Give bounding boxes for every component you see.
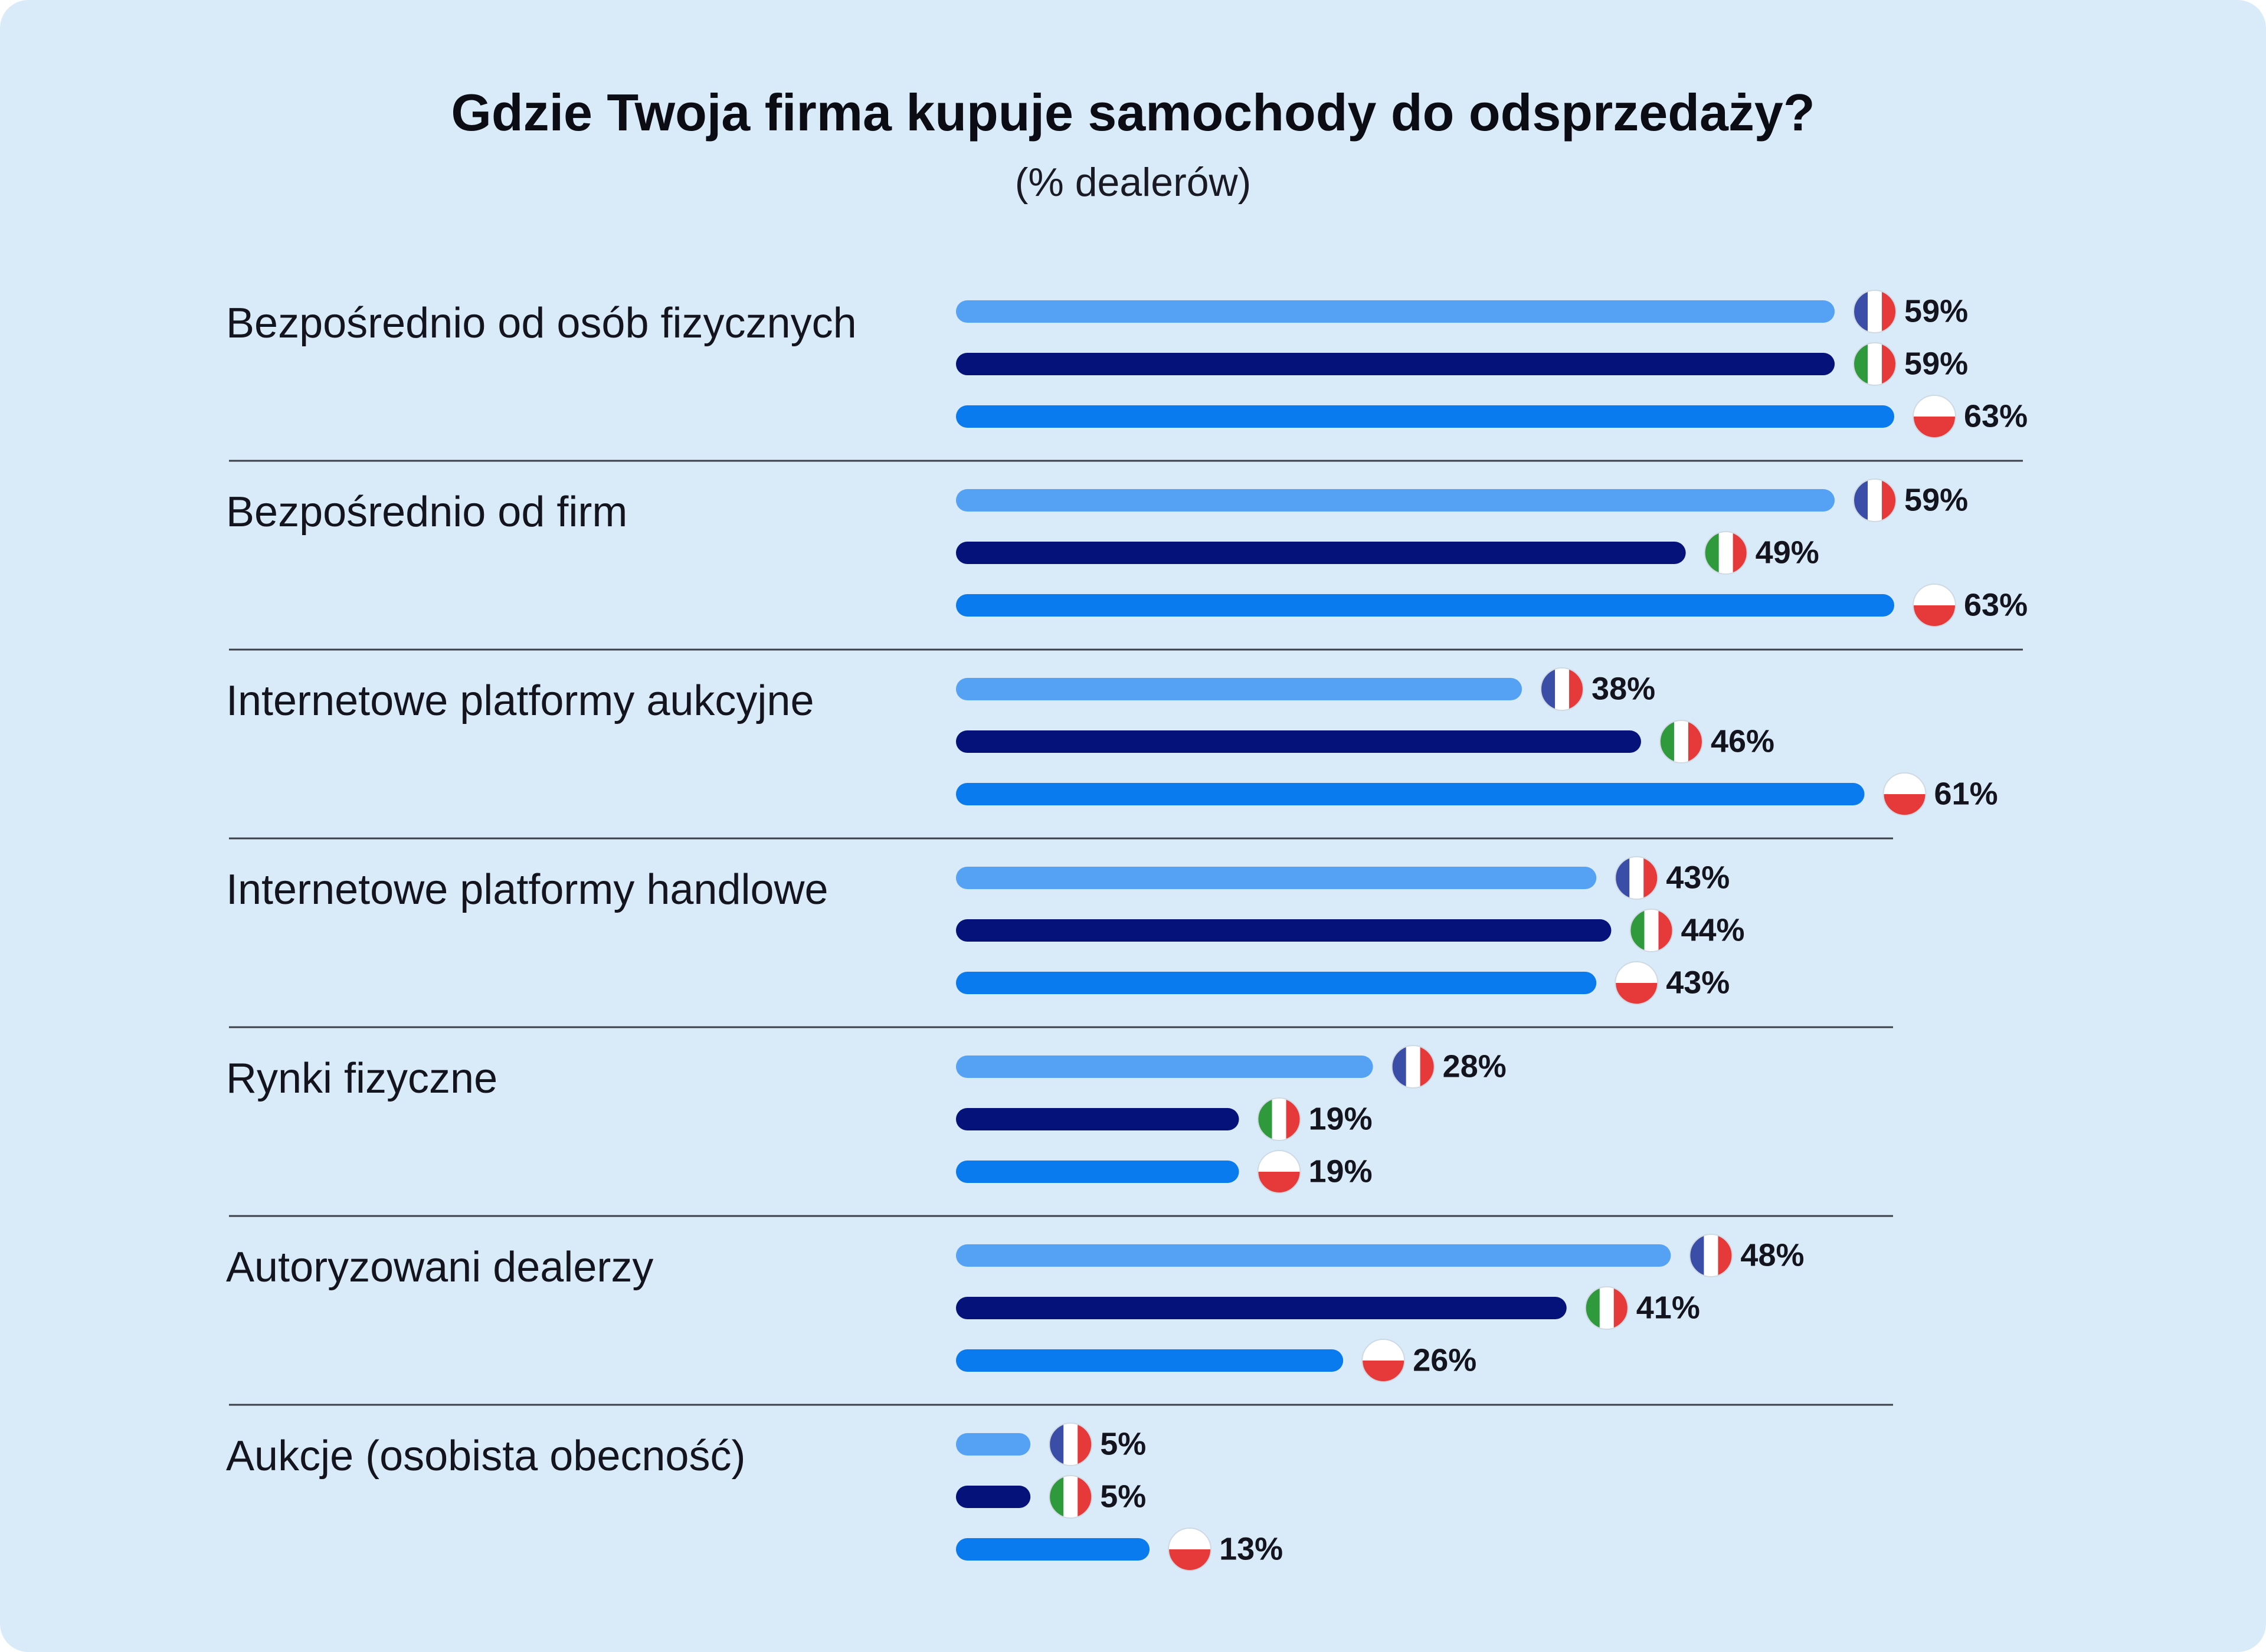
bar-france-autoryzowani-dealerzy — [956, 1244, 1671, 1267]
value-label: 19% — [1309, 1101, 1373, 1136]
france-flag-icon — [1049, 1422, 1093, 1466]
value-label: 49% — [1756, 535, 1819, 570]
value-label: 59% — [1904, 293, 1968, 329]
category-label: Bezpośrednio od firm — [226, 489, 627, 536]
bar-poland-bezposrednio-od-firm — [956, 594, 1894, 617]
value-label: 38% — [1592, 671, 1655, 706]
bar-france-aukcje-osobista-obecnosc — [956, 1433, 1031, 1456]
italy-flag-icon — [1049, 1475, 1093, 1519]
bar-italy-bezposrednio-od-osob-fizycznych — [956, 353, 1835, 375]
france-flag-icon — [1615, 856, 1659, 900]
italy-flag-icon — [1257, 1097, 1301, 1141]
bar-poland-autoryzowani-dealerzy — [956, 1349, 1344, 1372]
bar-poland-internetowe-platformy-handlowe — [956, 972, 1597, 994]
value-label: 28% — [1443, 1048, 1507, 1084]
value-label: 13% — [1219, 1531, 1283, 1566]
value-label: 26% — [1413, 1342, 1476, 1378]
value-label: 41% — [1636, 1290, 1700, 1325]
france-flag-icon — [1391, 1045, 1435, 1089]
italy-flag-icon — [1584, 1286, 1629, 1330]
category-group-rynki-fizyczne: Rynki fizyczne 28% 19% 19% — [226, 1045, 1507, 1194]
value-label: 43% — [1666, 860, 1730, 895]
poland-flag-icon — [1913, 395, 1956, 438]
poland-flag-icon — [1913, 584, 1956, 627]
bar-italy-bezposrednio-od-firm — [956, 542, 1686, 564]
chart-title: Gdzie Twoja firma kupuje samochody do od… — [451, 83, 1815, 142]
bar-france-internetowe-platformy-aukcyjne — [956, 678, 1522, 700]
bar-poland-rynki-fizyczne — [956, 1161, 1239, 1183]
bar-france-bezposrednio-od-osob-fizycznych — [956, 300, 1835, 323]
category-label: Rynki fizyczne — [226, 1055, 497, 1102]
italy-flag-icon — [1853, 342, 1897, 386]
italy-flag-icon — [1659, 720, 1703, 763]
bar-italy-internetowe-platformy-handlowe — [956, 919, 1612, 942]
value-label: 46% — [1711, 723, 1774, 759]
category-group-aukcje-osobista-obecnosc: Aukcje (osobista obecność) 5% 5% 13% — [226, 1422, 1283, 1571]
category-label: Autoryzowani dealerzy — [226, 1244, 653, 1291]
poland-flag-icon — [1361, 1339, 1406, 1382]
value-label: 44% — [1681, 912, 1744, 948]
category-group-internetowe-platformy-handlowe: Internetowe platformy handlowe 43% 44% 43% — [226, 856, 1745, 1005]
value-label: 19% — [1309, 1153, 1373, 1189]
poland-flag-icon — [1168, 1528, 1212, 1571]
bar-poland-internetowe-platformy-aukcyjne — [956, 783, 1865, 805]
france-flag-icon — [1689, 1234, 1733, 1277]
bar-poland-bezposrednio-od-osob-fizycznych — [956, 405, 1894, 428]
bar-italy-autoryzowani-dealerzy — [956, 1297, 1567, 1319]
category-group-autoryzowani-dealerzy: Autoryzowani dealerzy 48% 41% 26% — [226, 1234, 1805, 1382]
italy-flag-icon — [1704, 531, 1748, 575]
category-label: Aukcje (osobista obecność) — [226, 1433, 745, 1480]
value-label: 63% — [1964, 587, 2028, 622]
category-label: Internetowe platformy handlowe — [226, 866, 829, 913]
france-flag-icon — [1853, 290, 1897, 333]
bar-italy-aukcje-osobista-obecnosc — [956, 1486, 1031, 1508]
bar-france-internetowe-platformy-handlowe — [956, 867, 1597, 889]
category-group-bezposrednio-od-firm: Bezpośrednio od firm 59% 49% 63% — [226, 478, 2028, 627]
category-group-bezposrednio-od-osob-fizycznych: Bezpośrednio od osób fizycznych 59% 59% 63% — [226, 290, 2028, 438]
value-label: 59% — [1904, 482, 1968, 517]
value-label: 59% — [1904, 346, 1968, 381]
category-group-internetowe-platformy-aukcyjne: Internetowe platformy aukcyjne 38% 46% 61% — [226, 667, 1998, 816]
value-label: 61% — [1934, 776, 1998, 811]
france-flag-icon — [1853, 478, 1897, 522]
category-label: Internetowe platformy aukcyjne — [226, 677, 814, 725]
category-label: Bezpośrednio od osób fizycznych — [226, 300, 857, 347]
value-label: 5% — [1100, 1479, 1146, 1514]
bar-poland-aukcje-osobista-obecnosc — [956, 1538, 1150, 1561]
bar-france-rynki-fizyczne — [956, 1056, 1373, 1078]
poland-flag-icon — [1615, 961, 1659, 1005]
bar-italy-rynki-fizyczne — [956, 1108, 1239, 1130]
italy-flag-icon — [1629, 909, 1674, 952]
bar-france-bezposrednio-od-firm — [956, 489, 1835, 512]
france-flag-icon — [1540, 667, 1584, 711]
value-label: 48% — [1740, 1237, 1804, 1273]
value-label: 43% — [1666, 965, 1730, 1000]
poland-flag-icon — [1257, 1150, 1301, 1194]
poland-flag-icon — [1882, 772, 1927, 816]
chart-subtitle: (% dealerów) — [1014, 160, 1252, 205]
value-label: 5% — [1100, 1426, 1146, 1461]
value-label: 63% — [1964, 398, 2028, 434]
bar-italy-internetowe-platformy-aukcyjne — [956, 730, 1641, 753]
